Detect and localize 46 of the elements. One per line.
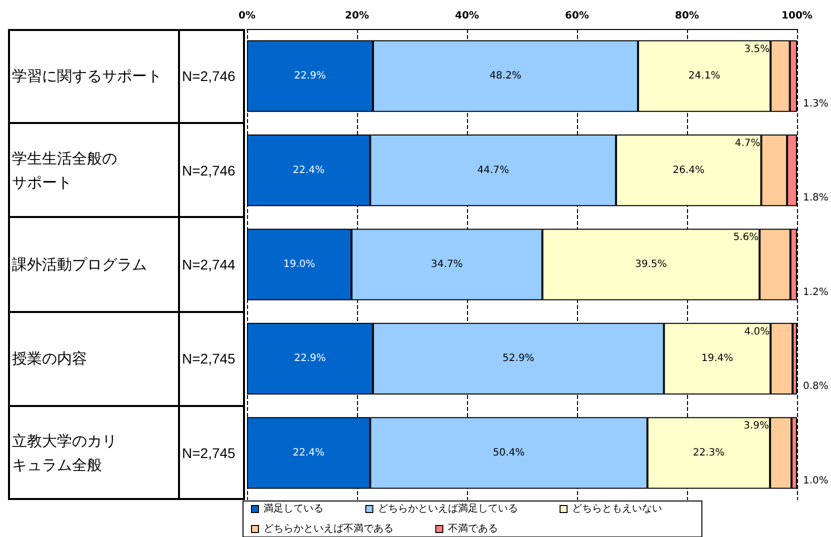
legend-label: 不満である <box>448 522 530 534</box>
data-label: 5.6% <box>733 232 759 244</box>
data-label: 48.2% <box>490 70 522 82</box>
legend-label: 満足している <box>264 502 356 514</box>
data-label: 19.0% <box>283 259 316 270</box>
data-label: 50.4% <box>492 447 525 458</box>
data-label: 0.8% <box>803 381 828 392</box>
data-label: 34.7% <box>431 259 463 270</box>
data-label: 1.8% <box>803 192 828 204</box>
data-label: 1.3% <box>803 98 828 110</box>
legend-label: どちらかといえば不満である <box>264 522 426 534</box>
x-tick-label: 20% <box>345 10 369 22</box>
data-label: 26.4% <box>672 164 705 176</box>
data-label: 1.0% <box>803 475 828 486</box>
y2-tick-label: N=2,746 <box>182 68 236 84</box>
y-tick-label: 学生生活全般のサポート <box>12 149 117 192</box>
y-tick-label: 授業の内容 <box>12 350 87 368</box>
data-label: 24.1% <box>688 70 720 82</box>
legend-label: どちらかといえば満足している <box>378 502 550 514</box>
data-label: 22.9% <box>294 70 326 82</box>
x-tick-label: 80% <box>675 10 699 22</box>
y2-tick-label: N=2,744 <box>182 256 236 272</box>
data-label: 52.9% <box>502 353 534 364</box>
y2-tick-label: N=2,745 <box>182 350 236 367</box>
x-tick-label: 40% <box>455 10 479 22</box>
data-label: 4.7% <box>734 138 760 150</box>
data-label: 22.3% <box>692 447 725 458</box>
data-label: 1.2% <box>803 286 828 298</box>
y-tick-label: 立教大学のカリキュラム全般 <box>12 432 117 474</box>
y2-tick-label: N=2,745 <box>182 444 236 461</box>
y-tick-label: 学習に関するサポート <box>12 67 162 86</box>
x-tick-label: 100% <box>782 10 812 22</box>
y-tick-label: 課外活動プログラム <box>12 256 147 274</box>
data-label: 22.4% <box>292 447 324 458</box>
data-label: 3.5% <box>744 44 770 55</box>
data-label: 3.9% <box>744 420 770 432</box>
y2-tick-label: N=2,746 <box>182 162 236 178</box>
x-tick-label: 0% <box>238 10 256 22</box>
data-label: 39.5% <box>635 259 667 270</box>
data-label: 22.9% <box>294 353 326 364</box>
data-label: 19.4% <box>701 353 734 364</box>
data-label: 4.0% <box>744 326 770 338</box>
x-tick-label: 60% <box>565 10 589 22</box>
data-label: 44.7% <box>477 164 510 176</box>
data-label: 22.4% <box>292 164 324 176</box>
legend-label: どちらともえいない <box>572 504 694 514</box>
